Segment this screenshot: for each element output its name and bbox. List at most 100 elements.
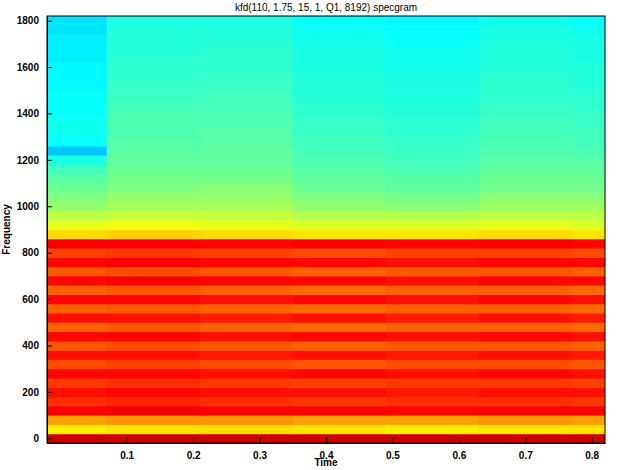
cell	[107, 146, 200, 156]
cell	[386, 25, 480, 35]
cell	[200, 230, 293, 240]
cell	[293, 127, 387, 137]
cell	[572, 118, 605, 128]
cell	[293, 341, 387, 351]
y-tick-label: 0	[33, 433, 39, 444]
cell	[107, 359, 200, 369]
cell	[479, 146, 573, 156]
y-tick-mark	[47, 113, 52, 114]
cell	[386, 332, 480, 342]
cell	[572, 239, 605, 249]
cell	[386, 53, 480, 63]
cell	[572, 72, 605, 82]
cell	[107, 387, 200, 397]
cell	[293, 378, 387, 388]
cell	[200, 415, 293, 425]
cell	[572, 230, 605, 240]
cell	[293, 239, 387, 249]
cell	[107, 35, 200, 45]
cell	[293, 62, 387, 72]
cell	[47, 424, 107, 434]
cell	[572, 16, 605, 26]
cell	[107, 25, 200, 35]
cell	[200, 350, 293, 360]
cell	[107, 294, 200, 304]
cell	[200, 16, 293, 26]
cell	[293, 118, 387, 128]
cell	[293, 16, 387, 26]
y-tick-label: 1200	[17, 155, 40, 166]
cell	[47, 313, 107, 323]
x-tick-label: 0.3	[253, 450, 267, 461]
cell	[200, 174, 293, 184]
cell	[47, 100, 107, 110]
cell	[293, 25, 387, 35]
y-tick-label: 200	[22, 387, 39, 398]
y-tick-mark	[47, 438, 52, 439]
cell	[386, 183, 480, 193]
cell	[200, 397, 293, 407]
cell	[386, 257, 480, 267]
cell	[479, 434, 573, 443]
cell	[47, 434, 107, 443]
cell	[572, 313, 605, 323]
cell	[47, 25, 107, 35]
cell	[572, 90, 605, 100]
cell	[572, 424, 605, 434]
cell	[293, 100, 387, 110]
cell	[293, 230, 387, 240]
cell	[572, 109, 605, 119]
cell	[293, 313, 387, 323]
cell	[386, 285, 480, 295]
cell	[386, 350, 480, 360]
x-tick-label: 0.6	[452, 450, 466, 461]
cell	[200, 341, 293, 351]
cell	[479, 127, 573, 137]
cell	[479, 35, 573, 45]
cell	[107, 267, 200, 277]
cell	[47, 127, 107, 137]
cell	[386, 267, 480, 277]
cell	[479, 304, 573, 314]
cell	[293, 53, 387, 63]
cell	[293, 397, 387, 407]
cell	[479, 294, 573, 304]
cell	[293, 406, 387, 416]
cell	[107, 276, 200, 286]
x-tick-label: 0.5	[386, 450, 400, 461]
y-tick: 800	[22, 247, 52, 258]
cell	[47, 257, 107, 267]
cell	[386, 174, 480, 184]
cell	[200, 434, 293, 443]
cell	[293, 183, 387, 193]
x-tick: 0.1	[120, 438, 134, 461]
cell	[200, 155, 293, 165]
cell	[572, 53, 605, 63]
cell	[107, 285, 200, 295]
cell	[47, 165, 107, 175]
cell	[293, 387, 387, 397]
y-tick-mark	[47, 299, 52, 300]
cell	[200, 378, 293, 388]
y-tick-label: 1600	[17, 62, 40, 73]
cell	[293, 192, 387, 202]
cell	[386, 369, 480, 379]
x-tick: 0.8	[585, 438, 599, 461]
cell	[479, 248, 573, 258]
y-tick-mark	[47, 392, 52, 393]
cell	[200, 304, 293, 314]
cell	[47, 267, 107, 277]
cell	[572, 341, 605, 351]
cell	[293, 146, 387, 156]
cell	[386, 239, 480, 249]
cell	[572, 434, 605, 443]
cell	[200, 165, 293, 175]
cell	[479, 332, 573, 342]
cell	[200, 267, 293, 277]
cell	[107, 174, 200, 184]
cell	[386, 127, 480, 137]
cell	[200, 137, 293, 147]
cell	[479, 285, 573, 295]
cell	[107, 322, 200, 332]
cell	[572, 44, 605, 54]
